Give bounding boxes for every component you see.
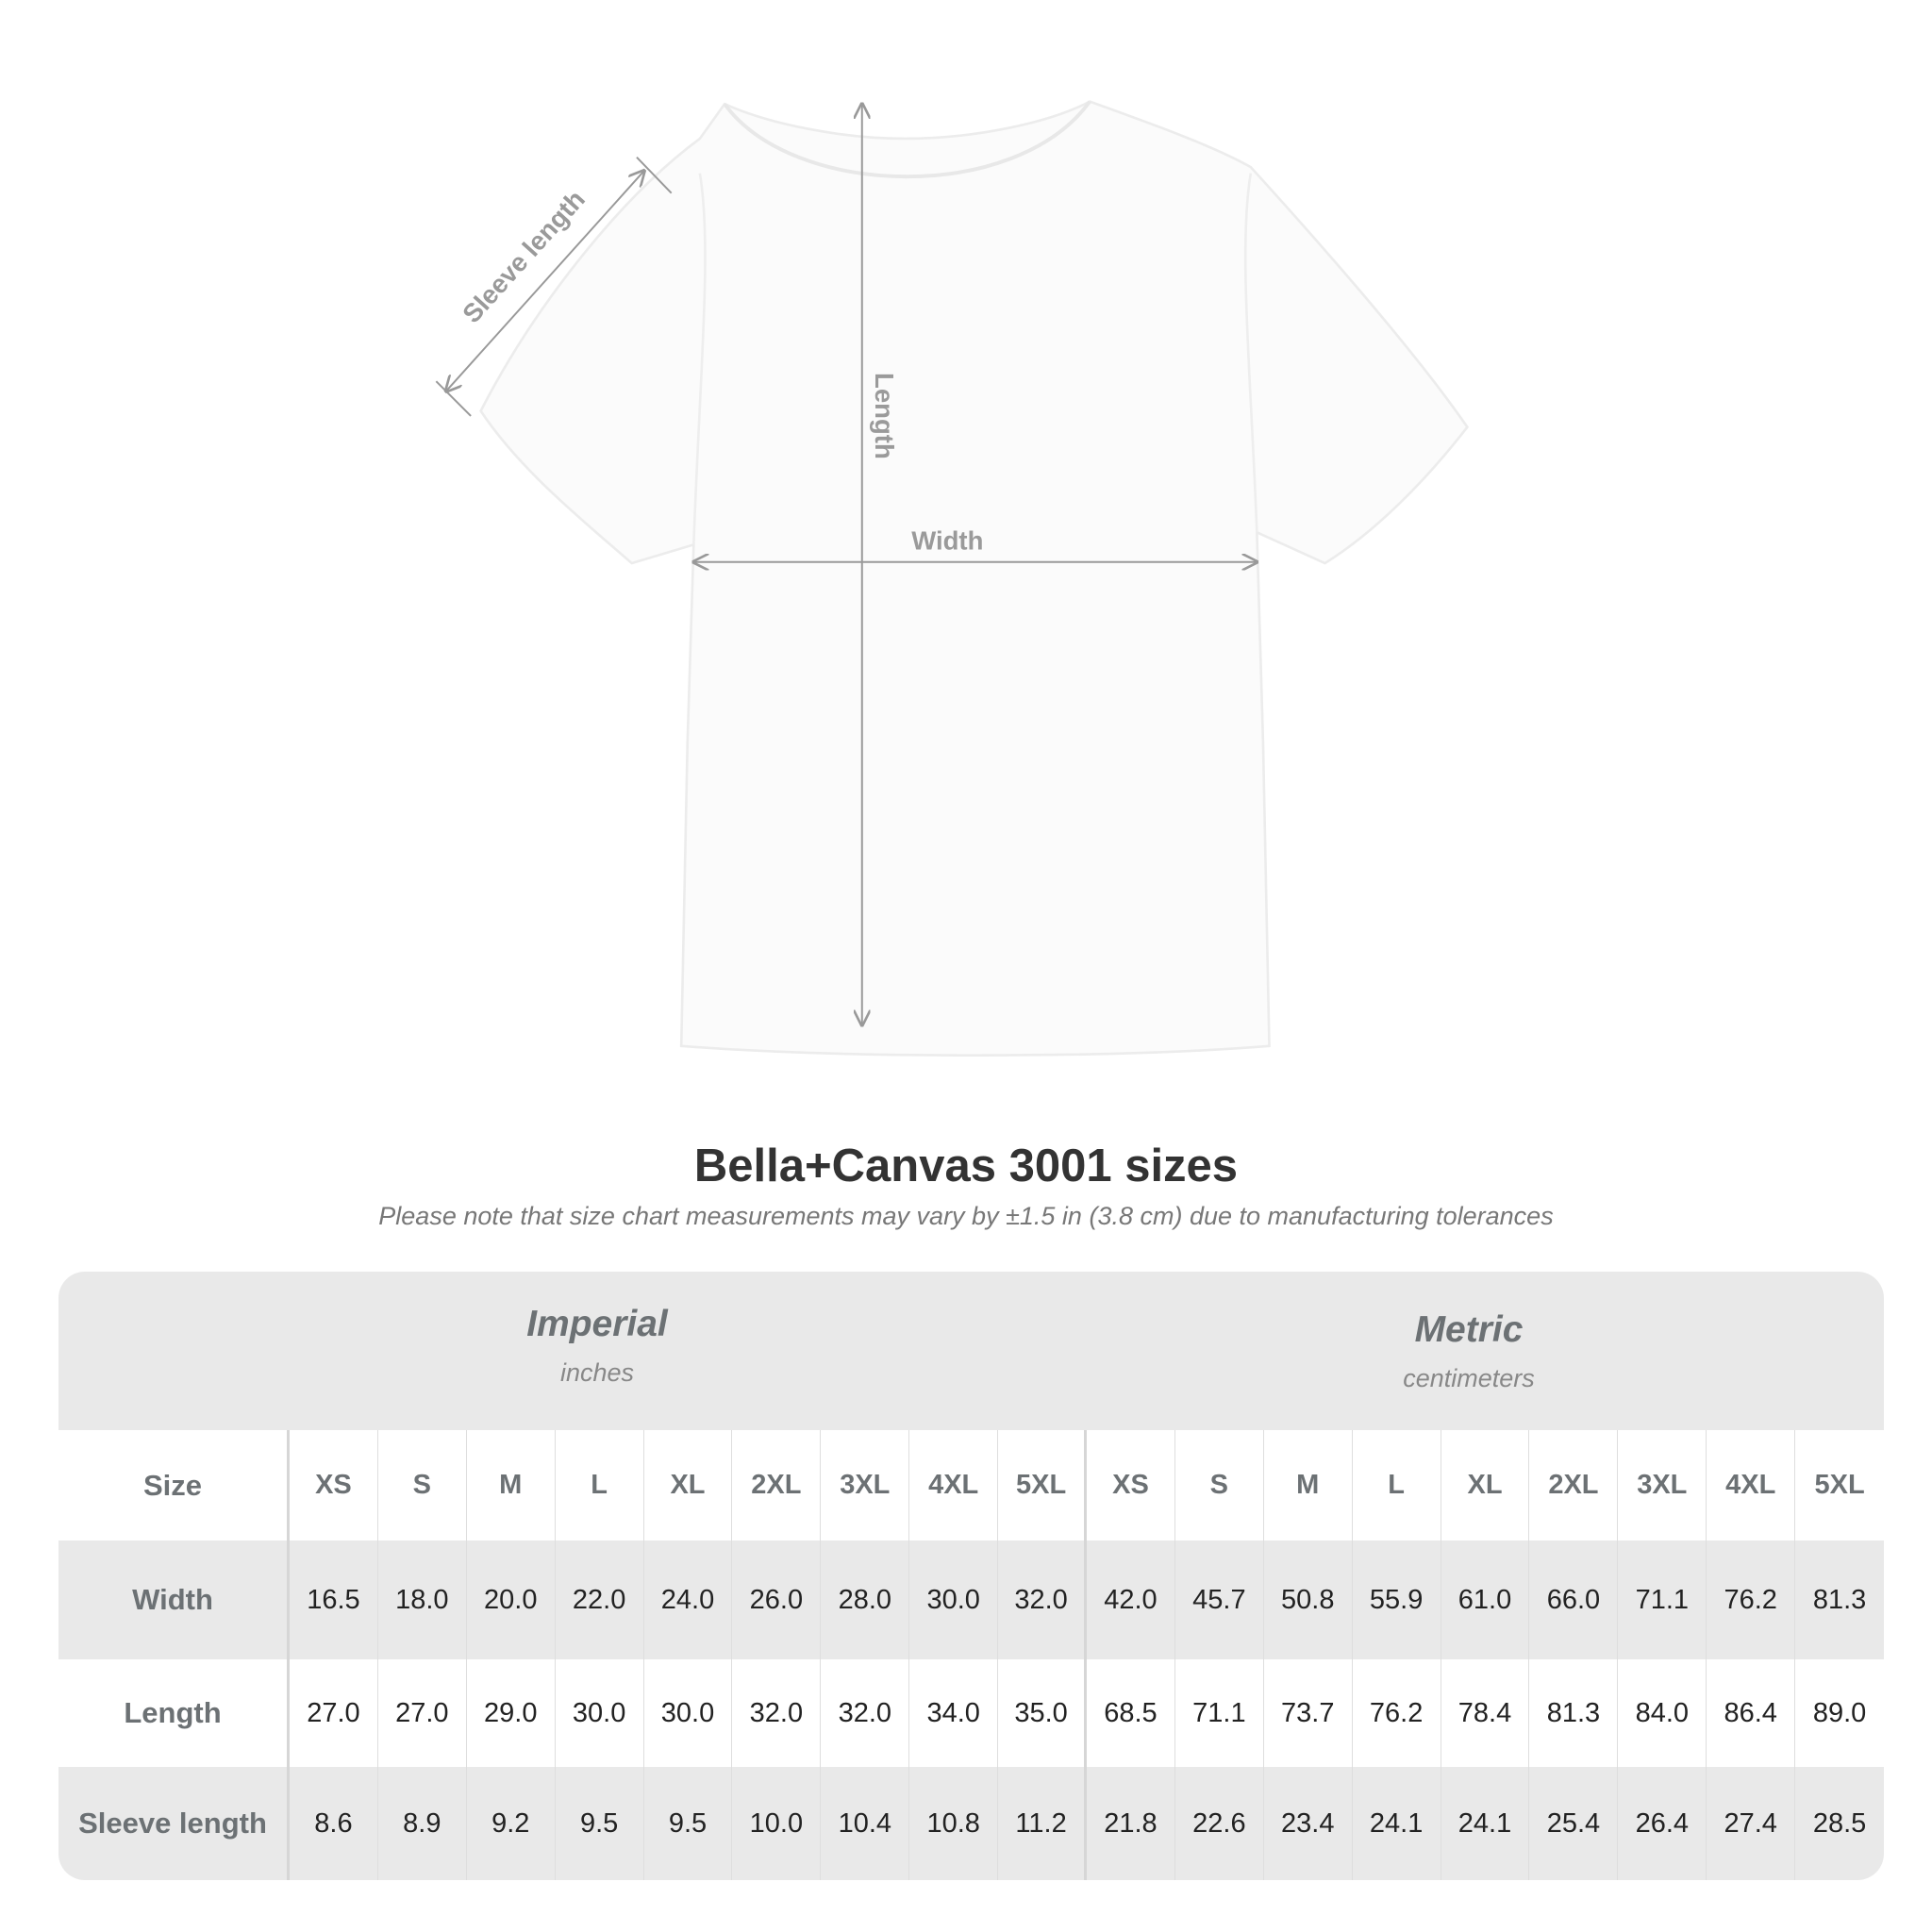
metric-unit: centimeters bbox=[1403, 1364, 1535, 1392]
value-cell: 22.6 bbox=[1175, 1767, 1264, 1880]
tshirt-diagram: Sleeve length Length Width bbox=[435, 100, 1470, 1057]
value-cell: 27.0 bbox=[378, 1659, 467, 1767]
size-header-cell: S bbox=[378, 1430, 467, 1541]
size-header-cell: 3XL bbox=[821, 1430, 910, 1541]
value-cell: 26.4 bbox=[1618, 1767, 1707, 1880]
size-header-cell: S bbox=[1175, 1430, 1264, 1541]
metric-header: Metric centimeters bbox=[1044, 1309, 1884, 1393]
page-title: Bella+Canvas 3001 sizes bbox=[693, 1141, 1239, 1191]
size-header-cell: XS bbox=[1087, 1430, 1175, 1541]
row-label: Size bbox=[58, 1430, 290, 1541]
value-cell: 42.0 bbox=[1087, 1541, 1175, 1659]
value-cell: 16.5 bbox=[290, 1541, 378, 1659]
value-cell: 24.1 bbox=[1353, 1767, 1441, 1880]
value-cell: 71.1 bbox=[1618, 1541, 1707, 1659]
value-cell: 26.0 bbox=[732, 1541, 822, 1659]
value-cell: 71.1 bbox=[1175, 1659, 1264, 1767]
size-header-cell: 2XL bbox=[732, 1430, 822, 1541]
value-cell: 76.2 bbox=[1353, 1659, 1441, 1767]
size-header-cell: M bbox=[1264, 1430, 1353, 1541]
size-header-cell: 5XL bbox=[998, 1430, 1088, 1541]
tolerance-note: Please note that size chart measurements… bbox=[378, 1202, 1554, 1230]
table-row: Sleeve length 8.6 8.9 9.2 9.5 9.5 10.0 10.4 10.8… bbox=[58, 1767, 1884, 1880]
imperial-title: Imperial bbox=[526, 1304, 668, 1344]
value-cell: 8.9 bbox=[378, 1767, 467, 1880]
value-cell: 8.6 bbox=[290, 1767, 378, 1880]
value-cell: 24.0 bbox=[644, 1541, 733, 1659]
size-header-row: Size XS S M L XL 2XL 3XL 4XL 5XL XS S M L XL 2XL 3XL 4XL 5… bbox=[58, 1430, 1884, 1541]
value-cell: 9.5 bbox=[556, 1767, 644, 1880]
value-cell: 27.0 bbox=[290, 1659, 378, 1767]
size-header-cell: 3XL bbox=[1618, 1430, 1707, 1541]
value-cell: 78.4 bbox=[1441, 1659, 1530, 1767]
value-cell: 34.0 bbox=[909, 1659, 999, 1767]
value-cell: 22.0 bbox=[556, 1541, 644, 1659]
value-cell: 66.0 bbox=[1529, 1541, 1619, 1659]
value-cell: 11.2 bbox=[998, 1767, 1088, 1880]
collar-seam bbox=[723, 100, 1091, 179]
value-cell: 81.3 bbox=[1529, 1659, 1619, 1767]
value-cell: 28.0 bbox=[821, 1541, 910, 1659]
value-cell: 18.0 bbox=[378, 1541, 467, 1659]
value-cell: 32.0 bbox=[998, 1541, 1088, 1659]
value-cell: 10.0 bbox=[732, 1767, 822, 1880]
size-header-cell: 5XL bbox=[1814, 1470, 1865, 1500]
size-header-cell: XS bbox=[290, 1430, 378, 1541]
imperial-header: Imperial inches bbox=[173, 1304, 1022, 1388]
value-cell: 23.4 bbox=[1264, 1767, 1353, 1880]
size-header-cell: XL bbox=[1441, 1430, 1530, 1541]
size-header-cell: 4XL bbox=[909, 1430, 999, 1541]
value-cell: 89.0 bbox=[1812, 1697, 1867, 1728]
value-cell: 84.0 bbox=[1618, 1659, 1707, 1767]
value-cell: 81.3 bbox=[1812, 1584, 1867, 1615]
value-cell: 32.0 bbox=[732, 1659, 822, 1767]
value-cell: 50.8 bbox=[1264, 1541, 1353, 1659]
value-cell: 76.2 bbox=[1707, 1541, 1796, 1659]
value-cell: 30.0 bbox=[556, 1659, 644, 1767]
size-header-cell: 4XL bbox=[1707, 1430, 1796, 1541]
value-cell: 21.8 bbox=[1087, 1767, 1175, 1880]
width-label: Width bbox=[911, 526, 983, 556]
table-row: Width 16.5 18.0 20.0 22.0 24.0 26.0 28.0 30.0 32.… bbox=[58, 1541, 1884, 1659]
size-header-cell: 2XL bbox=[1529, 1430, 1619, 1541]
value-cell: 28.5 bbox=[1812, 1807, 1867, 1839]
value-cell: 86.4 bbox=[1707, 1659, 1796, 1767]
sleeve-seams bbox=[692, 173, 1258, 545]
value-cell: 10.8 bbox=[909, 1767, 999, 1880]
value-cell: 25.4 bbox=[1529, 1767, 1619, 1880]
value-cell: 30.0 bbox=[909, 1541, 999, 1659]
value-cell: 61.0 bbox=[1441, 1541, 1530, 1659]
sleeve-arrow bbox=[435, 156, 673, 417]
value-cell: 20.0 bbox=[467, 1541, 556, 1659]
size-header-cell: M bbox=[467, 1430, 556, 1541]
row-label: Sleeve length bbox=[58, 1767, 290, 1880]
imperial-unit: inches bbox=[559, 1358, 635, 1387]
size-header-cell: L bbox=[1353, 1430, 1441, 1541]
value-cell: 73.7 bbox=[1264, 1659, 1353, 1767]
value-cell: 68.5 bbox=[1087, 1659, 1175, 1767]
tshirt-illustration bbox=[479, 100, 1470, 1057]
value-cell: 24.1 bbox=[1441, 1767, 1530, 1880]
unit-header: Imperial inches Metric centimeters bbox=[58, 1272, 1884, 1430]
value-cell: 29.0 bbox=[467, 1659, 556, 1767]
value-cell: 55.9 bbox=[1353, 1541, 1441, 1659]
value-cell: 32.0 bbox=[821, 1659, 910, 1767]
value-cell: 27.4 bbox=[1707, 1767, 1796, 1880]
value-cell: 10.4 bbox=[821, 1767, 910, 1880]
metric-title: Metric bbox=[1414, 1309, 1524, 1350]
length-label: Length bbox=[870, 373, 899, 459]
table-row: Length 27.0 27.0 29.0 30.0 30.0 32.0 32.0 34.0 35… bbox=[58, 1659, 1884, 1767]
value-cell: 30.0 bbox=[644, 1659, 733, 1767]
row-label: Length bbox=[58, 1659, 290, 1767]
value-cell: 45.7 bbox=[1175, 1541, 1264, 1659]
value-cell: 9.5 bbox=[644, 1767, 733, 1880]
value-cell: 35.0 bbox=[998, 1659, 1088, 1767]
row-label: Width bbox=[58, 1541, 290, 1659]
size-header-cell: XL bbox=[644, 1430, 733, 1541]
value-cell: 9.2 bbox=[467, 1767, 556, 1880]
size-header-cell: L bbox=[556, 1430, 644, 1541]
size-chart-table: Imperial inches Metric centimeters Size X… bbox=[58, 1272, 1884, 1880]
